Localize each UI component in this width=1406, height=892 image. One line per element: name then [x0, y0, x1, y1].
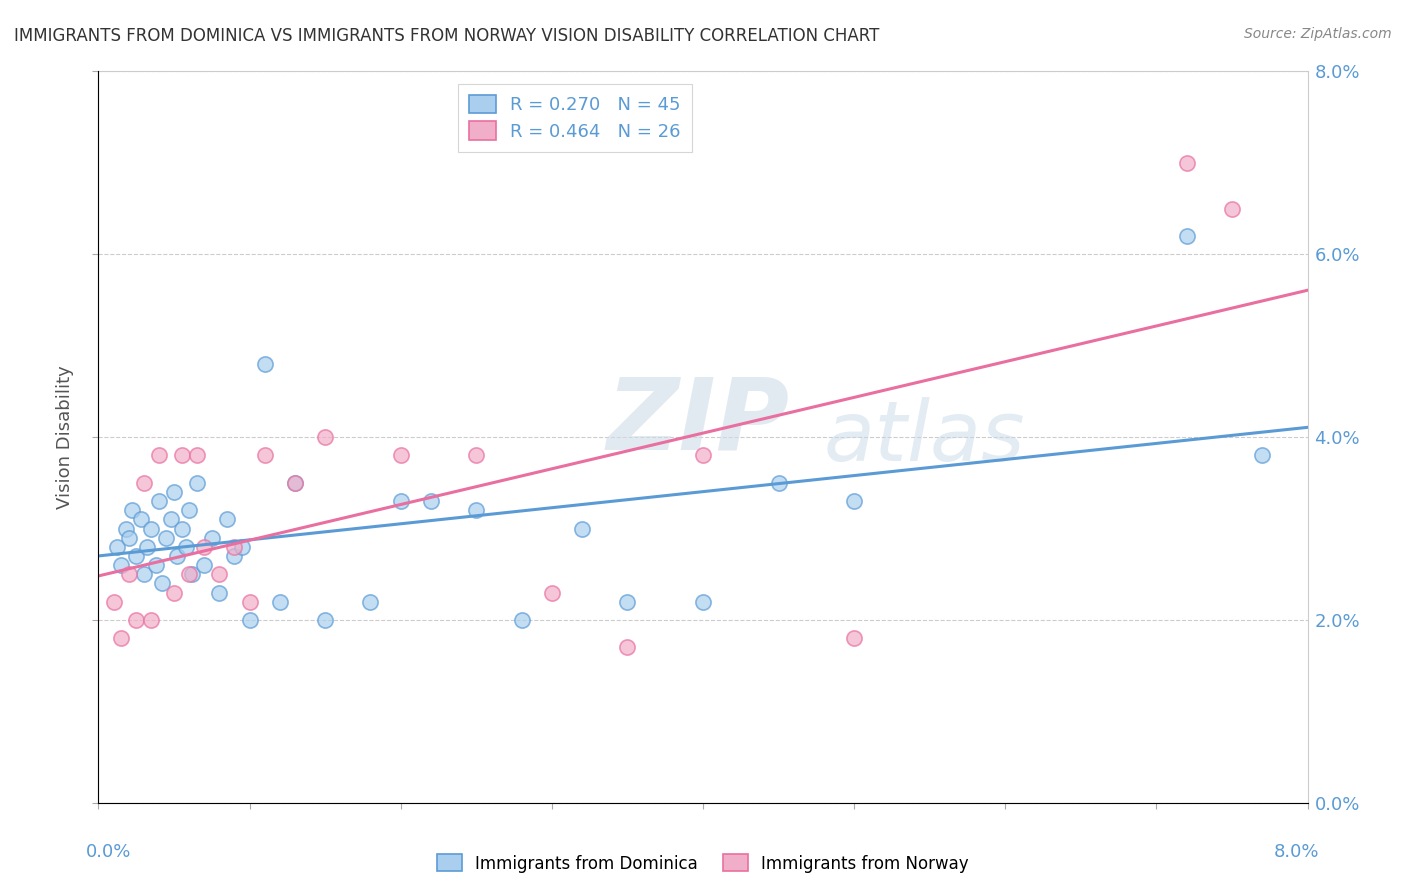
Point — [239, 613, 262, 627]
Point — [616, 594, 638, 608]
Point — [121, 503, 143, 517]
Point — [844, 632, 866, 646]
Point — [170, 521, 193, 535]
Point — [314, 430, 336, 444]
Point — [844, 494, 866, 508]
Text: ZIP: ZIP — [606, 374, 789, 471]
Point — [1220, 202, 1243, 216]
Point — [253, 448, 276, 462]
Point — [145, 558, 167, 573]
Point — [174, 540, 197, 554]
Point — [141, 521, 163, 535]
Point — [150, 576, 173, 591]
Text: IMMIGRANTS FROM DOMINICA VS IMMIGRANTS FROM NORWAY VISION DISABILITY CORRELATION: IMMIGRANTS FROM DOMINICA VS IMMIGRANTS F… — [14, 27, 879, 45]
Point — [201, 531, 224, 545]
Point — [110, 632, 132, 646]
Point — [616, 640, 638, 655]
Point — [114, 521, 136, 535]
Point — [110, 558, 132, 573]
Point — [155, 531, 177, 545]
Text: 8.0%: 8.0% — [1274, 843, 1320, 861]
Point — [118, 567, 141, 582]
Point — [132, 567, 155, 582]
Point — [125, 613, 148, 627]
Point — [166, 549, 188, 563]
Point — [284, 475, 307, 490]
Point — [540, 585, 562, 599]
Point — [186, 475, 208, 490]
Text: 0.0%: 0.0% — [86, 843, 132, 861]
Point — [125, 549, 148, 563]
Point — [465, 503, 488, 517]
Text: atlas: atlas — [824, 397, 1025, 477]
Point — [163, 485, 186, 500]
Y-axis label: Vision Disability: Vision Disability — [56, 365, 75, 509]
Point — [132, 475, 155, 490]
Point — [224, 549, 246, 563]
Point — [420, 494, 443, 508]
Point — [163, 585, 186, 599]
Point — [186, 448, 208, 462]
Point — [465, 448, 488, 462]
Point — [692, 448, 714, 462]
Point — [253, 357, 276, 371]
Legend: R = 0.270   N = 45, R = 0.464   N = 26: R = 0.270 N = 45, R = 0.464 N = 26 — [458, 84, 692, 152]
Point — [692, 594, 714, 608]
Point — [181, 567, 204, 582]
Point — [179, 503, 201, 517]
Point — [571, 521, 593, 535]
Point — [170, 448, 193, 462]
Text: Source: ZipAtlas.com: Source: ZipAtlas.com — [1244, 27, 1392, 41]
Point — [193, 558, 215, 573]
Point — [224, 540, 246, 554]
Point — [1251, 448, 1274, 462]
Point — [510, 613, 533, 627]
Point — [284, 475, 307, 490]
Point — [389, 494, 412, 508]
Point — [215, 512, 238, 526]
Point — [141, 613, 163, 627]
Point — [160, 512, 183, 526]
Point — [389, 448, 412, 462]
Point — [148, 494, 170, 508]
Point — [103, 594, 125, 608]
Point — [269, 594, 291, 608]
Point — [129, 512, 152, 526]
Point — [208, 585, 231, 599]
Point — [239, 594, 262, 608]
Point — [193, 540, 215, 554]
Point — [179, 567, 201, 582]
Point — [1175, 156, 1198, 170]
Point — [105, 540, 128, 554]
Point — [360, 594, 382, 608]
Point — [118, 531, 141, 545]
Point — [314, 613, 336, 627]
Point — [208, 567, 231, 582]
Point — [1175, 228, 1198, 243]
Point — [231, 540, 253, 554]
Point — [768, 475, 790, 490]
Point — [148, 448, 170, 462]
Point — [135, 540, 157, 554]
Legend: Immigrants from Dominica, Immigrants from Norway: Immigrants from Dominica, Immigrants fro… — [430, 847, 976, 880]
